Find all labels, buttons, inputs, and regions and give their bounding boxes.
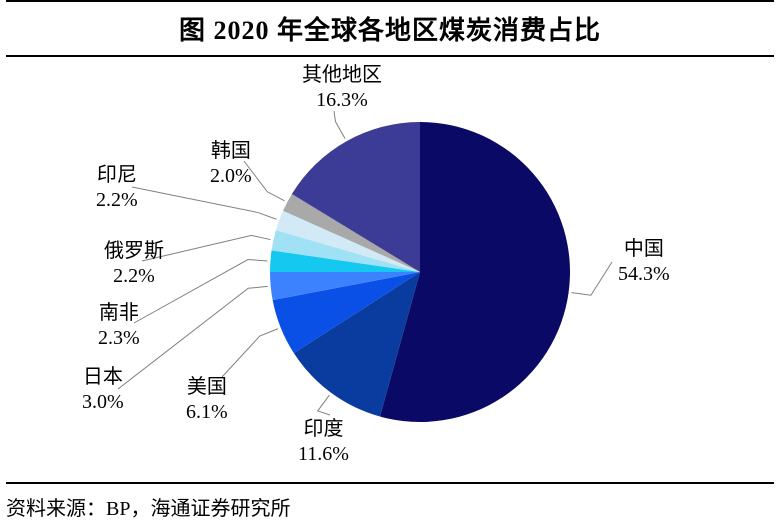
slice-pct: 2.0% [210, 164, 252, 189]
slice-pct: 16.3% [302, 88, 382, 113]
slice-name: 美国 [186, 375, 228, 400]
slice-pct: 54.3% [618, 262, 670, 287]
leader-line [318, 395, 330, 415]
leader-line [132, 187, 276, 219]
slice-label: 印度11.6% [298, 417, 349, 467]
leader-line [572, 262, 612, 295]
slice-name: 南非 [98, 301, 140, 326]
slice-name: 印尼 [96, 163, 138, 188]
slice-name: 韩国 [210, 139, 252, 164]
chart-title: 图 2020 年全球各地区煤炭消费占比 [6, 0, 774, 57]
slice-pct: 2.2% [96, 188, 138, 213]
leader-line [334, 111, 345, 139]
chart-frame: 图 2020 年全球各地区煤炭消费占比 中国54.3% 印度11.6% 美国6.1%… [0, 0, 780, 527]
slice-name: 日本 [82, 365, 124, 390]
slice-pct: 2.3% [98, 326, 140, 351]
slice-label: 中国54.3% [618, 237, 670, 287]
slice-pct: 3.0% [82, 390, 124, 415]
slice-label: 南非2.3% [98, 301, 140, 351]
slice-name: 印度 [298, 417, 349, 442]
slice-label: 美国6.1% [186, 375, 228, 425]
slice-pct: 2.2% [104, 264, 164, 289]
slice-label: 印尼2.2% [96, 163, 138, 213]
chart-area: 中国54.3%印度11.6%美国6.1%日本3.0%南非2.3%俄罗斯2.2%印… [0, 57, 780, 477]
slice-label: 韩国2.0% [210, 139, 252, 189]
leader-line [222, 329, 278, 377]
slice-name: 中国 [618, 237, 670, 262]
leader-line [118, 286, 268, 389]
slice-name: 其他地区 [302, 63, 382, 88]
slice-label: 其他地区16.3% [302, 63, 382, 113]
slice-pct: 11.6% [298, 442, 349, 467]
slice-label: 俄罗斯2.2% [104, 239, 164, 289]
slice-pct: 6.1% [186, 400, 228, 425]
slice-label: 日本3.0% [82, 365, 124, 415]
slice-name: 俄罗斯 [104, 239, 164, 264]
source-footer: 资料来源：BP，海通证券研究所 [6, 482, 774, 521]
